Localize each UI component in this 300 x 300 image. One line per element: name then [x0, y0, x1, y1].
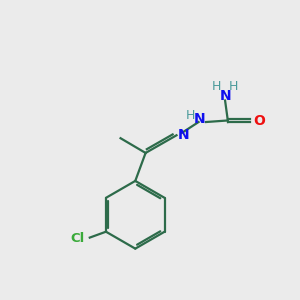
- Text: N: N: [194, 112, 206, 126]
- Text: Cl: Cl: [70, 232, 85, 245]
- Text: N: N: [178, 128, 190, 142]
- Text: H: H: [212, 80, 221, 93]
- Text: O: O: [254, 114, 266, 128]
- Text: H: H: [229, 80, 239, 93]
- Text: H: H: [186, 109, 195, 122]
- Text: N: N: [219, 88, 231, 103]
